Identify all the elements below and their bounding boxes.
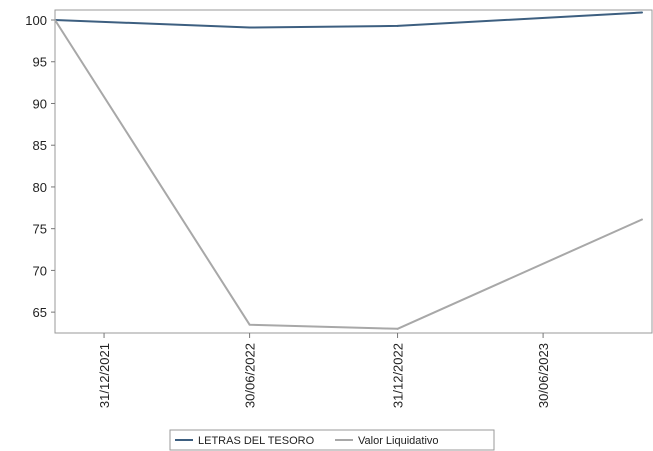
- legend: LETRAS DEL TESORO Valor Liquidativo: [169, 429, 495, 451]
- data-point: [248, 26, 251, 29]
- data-point: [248, 323, 251, 326]
- y-tick-label: 80: [33, 180, 47, 195]
- legend-label: LETRAS DEL TESORO: [198, 435, 315, 447]
- y-tick-label: 75: [33, 222, 47, 237]
- series-line-valor-liquidativo: [54, 19, 643, 330]
- plot-area: [54, 9, 653, 334]
- x-axis: 31/12/2021 30/06/2022 31/12/2022 30/06/2023: [97, 333, 551, 408]
- x-tick-label: 30/06/2022: [243, 343, 258, 408]
- y-axis: 65 70 75 80 85 90 95 100: [25, 13, 55, 320]
- y-tick-label: 65: [33, 305, 47, 320]
- y-tick-label: 90: [33, 96, 47, 111]
- data-point: [54, 19, 56, 22]
- data-point: [396, 24, 399, 27]
- x-tick-label: 31/12/2022: [391, 343, 406, 408]
- y-tick-label: 85: [33, 138, 47, 153]
- series-line-letras-del-tesoro: [54, 11, 643, 29]
- legend-box: [169, 429, 495, 451]
- y-tick-label: 100: [25, 13, 47, 28]
- data-point: [641, 218, 643, 221]
- legend-label: Valor Liquidativo: [358, 435, 439, 447]
- y-tick-label: 70: [33, 263, 47, 278]
- series-layer: [54, 11, 643, 330]
- data-point: [396, 327, 399, 330]
- x-tick-label: 31/12/2021: [97, 343, 112, 408]
- y-tick-label: 95: [33, 55, 47, 70]
- data-point: [641, 11, 643, 14]
- x-tick-label: 30/06/2023: [536, 343, 551, 408]
